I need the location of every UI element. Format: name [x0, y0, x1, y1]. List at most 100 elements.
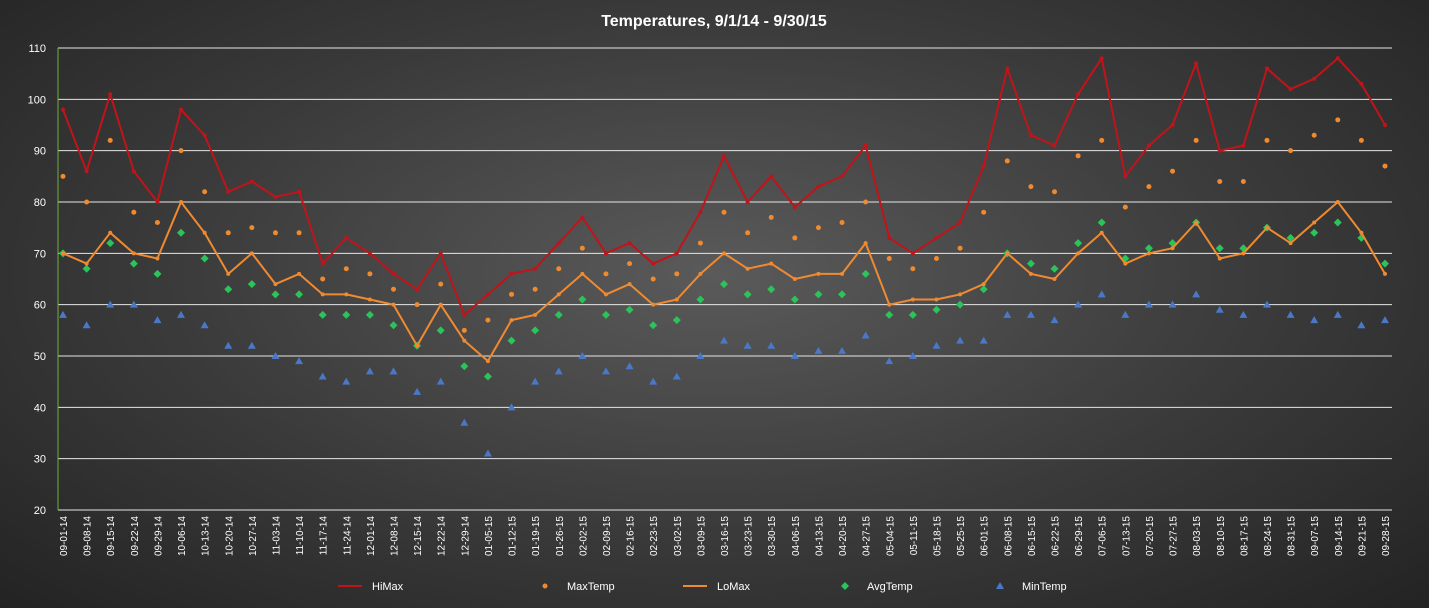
- legend: HiMax MaxTemp LoMax AvgTemp MinTemp: [338, 581, 1067, 593]
- x-tick-label: 08-03-15: [1192, 516, 1203, 556]
- x-tick-label: 07-20-15: [1145, 516, 1156, 556]
- data-point: [792, 277, 797, 281]
- data-point: [1310, 228, 1319, 237]
- x-tick-label: 06-01-15: [980, 516, 991, 556]
- x-tick-label: 10-27-14: [248, 516, 259, 556]
- data-point: [1050, 316, 1059, 324]
- data-point: [578, 295, 587, 304]
- data-point: [1052, 277, 1057, 281]
- data-point: [297, 271, 302, 276]
- data-point: [178, 148, 184, 154]
- data-point: [295, 357, 304, 365]
- data-point: [438, 281, 444, 287]
- data-point: [129, 300, 138, 308]
- data-point: [296, 230, 302, 236]
- data-point: [224, 341, 233, 349]
- data-point: [696, 352, 705, 359]
- data-point: [1264, 225, 1269, 230]
- data-point: [1003, 310, 1012, 318]
- data-point: [1074, 300, 1083, 308]
- data-point: [295, 290, 304, 299]
- data-point: [1383, 123, 1387, 127]
- data-point: [769, 174, 774, 179]
- data-point: [342, 310, 351, 319]
- data-point: [436, 377, 445, 385]
- data-point: [1144, 300, 1153, 308]
- data-point: [956, 336, 965, 344]
- data-point: [1170, 123, 1175, 127]
- x-tick-label: 05-25-15: [956, 516, 967, 556]
- data-point: [838, 290, 847, 299]
- x-tick-label: 09-01-14: [59, 516, 70, 556]
- x-tick-label: 06-22-15: [1051, 516, 1062, 556]
- data-point: [580, 215, 585, 220]
- x-tick-label: 06-08-15: [1003, 516, 1014, 556]
- data-point: [1311, 132, 1317, 138]
- data-point: [415, 343, 420, 348]
- data-point: [462, 312, 467, 317]
- data-point: [391, 271, 396, 276]
- data-point: [247, 341, 256, 349]
- x-tick-label: 12-08-14: [390, 516, 401, 556]
- data-point: [720, 336, 728, 344]
- data-point: [179, 200, 184, 204]
- data-point: [1005, 66, 1010, 71]
- data-point: [1026, 310, 1035, 318]
- x-tick-label: 07-27-15: [1169, 516, 1180, 556]
- y-tick-label: 30: [34, 454, 46, 466]
- data-point: [1005, 251, 1010, 256]
- x-tick-label: 02-02-15: [578, 516, 589, 556]
- data-point: [1288, 87, 1293, 92]
- data-point: [438, 251, 443, 256]
- data-point: [389, 367, 398, 375]
- data-point: [320, 292, 325, 297]
- data-point: [533, 266, 538, 271]
- data-point: [365, 367, 374, 375]
- x-tick-label: 08-24-15: [1263, 516, 1274, 556]
- data-point: [887, 302, 892, 307]
- data-point: [1335, 117, 1341, 123]
- data-point: [792, 235, 798, 241]
- legend-label: AvgTemp: [867, 581, 913, 593]
- data-point: [485, 292, 490, 297]
- data-point: [61, 107, 65, 112]
- data-point: [625, 362, 634, 370]
- data-point: [367, 271, 373, 277]
- data-point: [1264, 66, 1269, 71]
- data-point: [556, 241, 561, 246]
- data-point: [391, 302, 396, 307]
- data-point: [483, 449, 492, 457]
- data-point: [509, 318, 514, 323]
- data-point: [1121, 310, 1130, 318]
- x-tick-label: 04-06-15: [791, 516, 802, 556]
- data-point: [84, 261, 89, 266]
- data-point: [768, 214, 774, 220]
- data-point: [1312, 76, 1317, 81]
- y-tick-label: 80: [34, 197, 46, 209]
- series-line-himax: [62, 57, 1386, 316]
- data-point: [1288, 148, 1294, 154]
- data-point: [840, 271, 845, 276]
- series-mintemp: [59, 290, 1389, 457]
- data-point: [885, 357, 894, 365]
- data-point: [509, 271, 514, 276]
- x-tick-label: 09-28-15: [1381, 516, 1392, 556]
- data-point: [601, 367, 610, 375]
- x-tick-label: 12-22-14: [437, 516, 448, 556]
- data-point: [509, 291, 515, 297]
- y-tick-label: 20: [34, 505, 46, 517]
- data-point: [651, 302, 656, 307]
- series-maxtemp: [60, 117, 1388, 333]
- data-point: [485, 359, 490, 364]
- x-tick-label: 04-13-15: [814, 516, 825, 556]
- data-point: [956, 300, 965, 309]
- data-point: [1359, 230, 1364, 235]
- x-tick-label: 06-15-15: [1027, 516, 1038, 556]
- data-point: [721, 209, 727, 215]
- x-tick-label: 05-18-15: [932, 516, 943, 556]
- data-point: [320, 276, 326, 282]
- data-point: [934, 235, 939, 240]
- data-point: [1170, 168, 1176, 174]
- data-point: [1241, 143, 1246, 148]
